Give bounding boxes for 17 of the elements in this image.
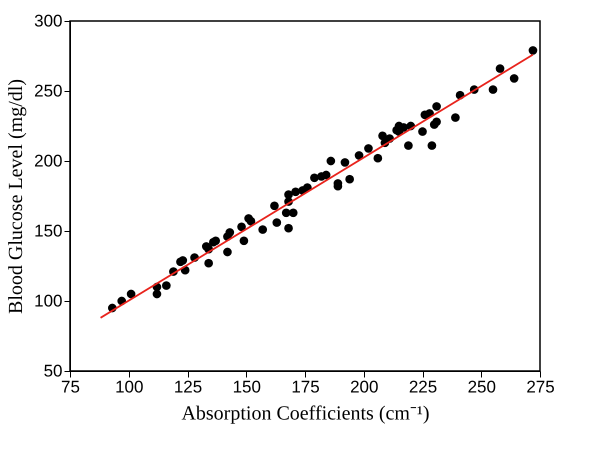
x-tick-label: 175: [291, 378, 320, 396]
y-axis-title: Blood Glucose Level (mg/dl): [5, 79, 28, 314]
x-tick-label: 200: [350, 378, 378, 396]
x-tick-label: 150: [232, 378, 261, 396]
x-tick-label: 75: [61, 378, 80, 396]
y-tick-label: 150: [34, 222, 62, 240]
y-tick-label: 300: [34, 12, 62, 30]
y-tick-label: 50: [44, 362, 62, 380]
y-tick-label: 200: [34, 152, 62, 170]
y-tick-label: 250: [34, 82, 62, 100]
x-tick-label: 125: [174, 378, 202, 396]
y-tick-label: 100: [34, 292, 62, 310]
x-tick-label: 275: [526, 378, 555, 396]
x-tick-label: 225: [408, 378, 438, 396]
x-axis-title: Absorption Coefficients (cm⁻¹): [181, 402, 430, 424]
x-tick-label: 100: [115, 378, 144, 396]
x-tick-label: 250: [468, 378, 496, 396]
